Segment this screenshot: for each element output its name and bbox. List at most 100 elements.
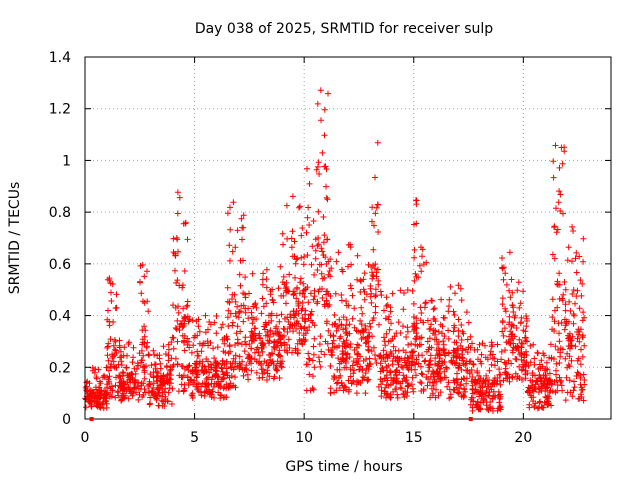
data-point	[445, 349, 452, 356]
data-point	[578, 393, 585, 400]
data-point	[380, 347, 387, 354]
data-point	[242, 274, 249, 281]
data-point	[154, 384, 161, 391]
data-point	[141, 375, 148, 382]
data-point	[274, 367, 281, 374]
data-point	[372, 356, 379, 362]
data-point	[411, 277, 418, 284]
data-point	[227, 204, 233, 211]
data-point	[213, 330, 220, 337]
data-point	[159, 402, 166, 409]
data-point	[580, 371, 587, 378]
data-point	[389, 290, 396, 297]
data-point	[411, 320, 418, 327]
data-point	[294, 255, 301, 262]
data-point	[576, 338, 583, 345]
data-point	[311, 287, 318, 294]
data-point	[279, 230, 286, 237]
data-point	[219, 321, 226, 328]
data-point	[401, 290, 407, 296]
data-point	[530, 394, 537, 401]
data-point	[530, 388, 537, 395]
data-point	[185, 318, 192, 325]
data-point	[292, 345, 299, 352]
data-point	[185, 338, 192, 345]
data-point	[210, 384, 217, 390]
data-point	[412, 361, 419, 368]
data-point	[463, 380, 470, 387]
data-point	[424, 338, 431, 345]
data-point	[242, 294, 249, 301]
data-point	[304, 252, 311, 259]
data-point	[405, 341, 412, 348]
data-point	[173, 326, 180, 333]
data-point	[327, 363, 334, 369]
data-point	[293, 295, 300, 302]
data-point	[573, 269, 580, 276]
data-point	[447, 283, 454, 290]
data-point	[465, 319, 472, 326]
data-point	[544, 393, 551, 400]
data-point	[303, 229, 310, 236]
data-point	[199, 380, 206, 387]
data-point	[371, 265, 378, 272]
data-point	[149, 389, 156, 395]
data-point	[267, 288, 274, 295]
data-point	[367, 323, 374, 330]
data-point	[359, 310, 366, 317]
data-point	[520, 364, 527, 371]
data-point	[334, 366, 341, 373]
data-point	[398, 355, 405, 362]
data-point	[368, 290, 375, 297]
data-point	[193, 373, 200, 380]
y-tick-label: 0.8	[49, 205, 71, 221]
data-point	[325, 346, 332, 353]
data-point	[184, 236, 191, 243]
data-point	[202, 312, 209, 319]
data-point	[328, 265, 335, 272]
data-point	[150, 380, 157, 387]
data-point	[240, 224, 247, 231]
data-point	[175, 309, 182, 316]
data-point	[281, 315, 288, 322]
data-point	[543, 394, 550, 401]
data-point	[173, 279, 180, 286]
data-point	[551, 356, 557, 362]
y-tick-label: 1.4	[49, 50, 71, 66]
data-point	[229, 248, 236, 255]
data-point	[331, 374, 338, 381]
data-point	[252, 300, 259, 307]
data-point	[420, 386, 427, 393]
data-point	[377, 288, 384, 295]
data-point	[398, 363, 405, 370]
data-point	[259, 374, 266, 381]
data-point	[147, 394, 154, 401]
data-point	[379, 378, 386, 385]
data-point	[534, 405, 541, 412]
y-tick-label: 0.4	[49, 309, 71, 325]
data-point	[218, 324, 225, 331]
data-point	[245, 315, 252, 322]
data-point	[555, 199, 562, 206]
data-point	[412, 270, 419, 277]
data-point	[208, 361, 215, 368]
data-point	[347, 241, 354, 248]
data-point	[390, 379, 396, 386]
data-point	[445, 335, 452, 342]
data-point	[138, 357, 145, 364]
data-point	[483, 393, 489, 400]
data-point	[144, 268, 150, 275]
data-point	[181, 337, 187, 344]
data-point	[450, 308, 457, 315]
data-point	[569, 393, 576, 400]
data-point	[256, 352, 263, 359]
data-point	[446, 296, 453, 303]
data-point	[385, 316, 392, 323]
data-point	[520, 288, 527, 295]
data-point	[226, 374, 233, 381]
data-point	[226, 242, 233, 249]
data-point	[403, 377, 410, 383]
data-point	[549, 314, 556, 321]
data-point	[551, 328, 558, 334]
data-point	[205, 358, 211, 365]
